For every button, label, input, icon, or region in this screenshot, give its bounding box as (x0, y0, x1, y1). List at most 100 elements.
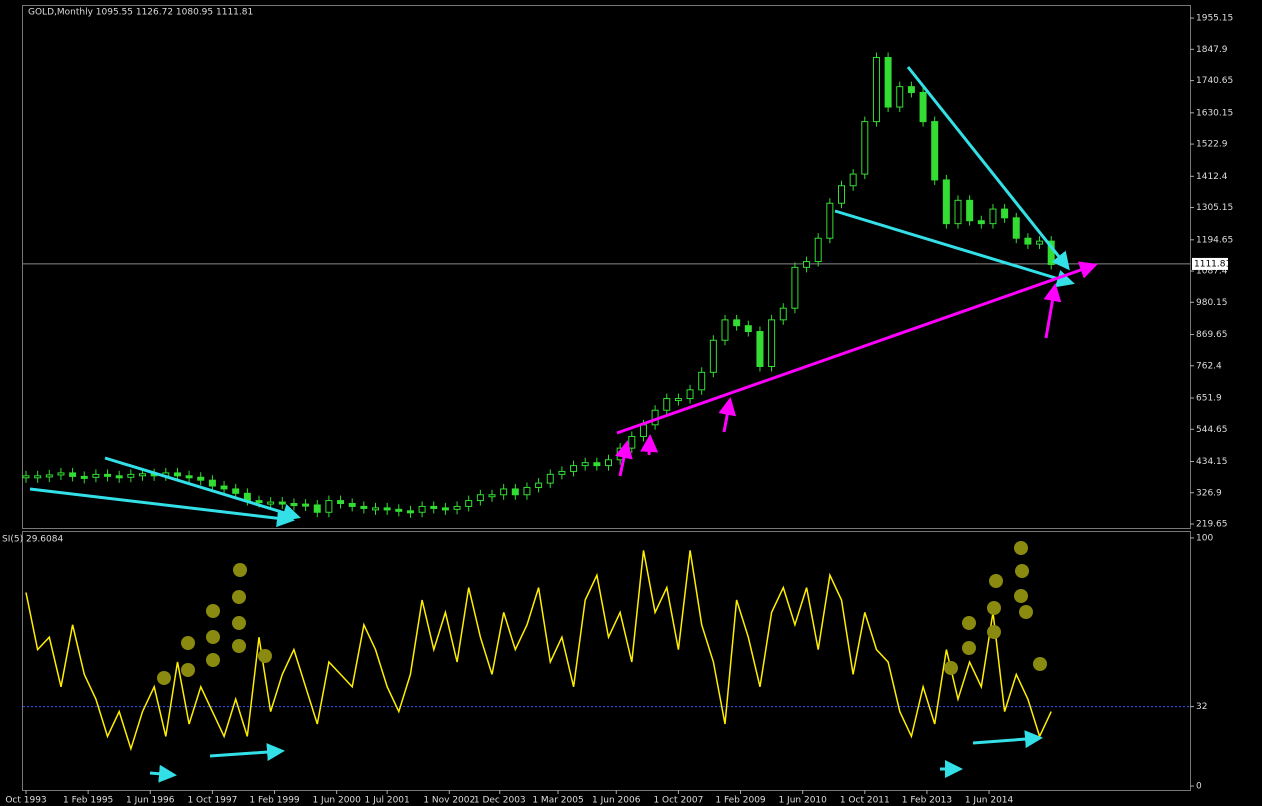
candle (34, 475, 42, 479)
y-tick-label: 1955.15 (1196, 14, 1233, 24)
dot (989, 574, 1003, 588)
y-tick-label: 1194.65 (1196, 235, 1233, 245)
candle (535, 482, 543, 488)
candle (849, 173, 857, 187)
y-tick-label: 651.9 (1196, 394, 1222, 404)
y-tick-label: 1412.4 (1196, 172, 1228, 182)
x-tick-label: 1 Feb 2013 (902, 796, 952, 806)
x-tick-label: 1 Mar 2005 (532, 796, 583, 806)
y-tick-label: 0 (1196, 782, 1202, 792)
candle (383, 507, 391, 511)
candle (931, 121, 939, 181)
candle (197, 476, 205, 481)
indicator-title: SI(5) 29.6084 (2, 535, 63, 545)
last-price-box (1192, 257, 1228, 270)
candle (639, 424, 647, 437)
candle (348, 503, 356, 507)
x-tick-label: 1 Jun 2000 (312, 796, 361, 806)
x-tick-label: 1 Jun 2014 (965, 796, 1014, 806)
trend-line (834, 209, 1075, 288)
dot (233, 563, 247, 577)
candle (733, 319, 741, 327)
dot (258, 649, 272, 663)
candle (465, 500, 473, 507)
candle (232, 488, 240, 494)
trend-line (906, 66, 1070, 271)
candle (838, 185, 845, 204)
candle (919, 91, 927, 123)
candle (605, 459, 612, 467)
dot (1015, 564, 1029, 578)
dot (157, 671, 171, 685)
candle (255, 500, 263, 504)
candle (1036, 240, 1044, 245)
y-tick-label: 1630.15 (1196, 108, 1233, 118)
candle (395, 508, 403, 512)
x-tick-label: 1 Feb 2009 (715, 796, 766, 806)
candle (208, 479, 216, 487)
candle (616, 447, 624, 461)
candle (593, 462, 601, 467)
candle (488, 494, 496, 498)
candle (115, 475, 123, 479)
y-tick-label: 100 (1196, 533, 1213, 543)
y-tick-label: 326.9 (1196, 488, 1222, 498)
candle (476, 494, 484, 502)
candle (709, 339, 717, 373)
candle (302, 503, 310, 507)
candle (441, 507, 449, 511)
dot (181, 636, 195, 650)
candle (278, 501, 286, 505)
dot (1033, 657, 1047, 671)
indicator-panel (22, 531, 1191, 791)
x-tick-label: 1 Jul 2001 (365, 796, 410, 806)
candle (744, 325, 752, 333)
divergence-arrow (149, 764, 177, 783)
arrow (1043, 283, 1062, 339)
price-panel (22, 5, 1191, 529)
x-tick-label: 1 Oct 2011 (840, 796, 890, 806)
candle (267, 501, 275, 505)
candle (372, 507, 379, 511)
candle (337, 500, 345, 505)
chart-title: GOLD,Monthly 1095.55 1126.72 1080.95 111… (28, 8, 253, 18)
x-tick-label: 1 Jun 2010 (778, 796, 827, 806)
candle (896, 86, 904, 108)
divergence-arrow (972, 730, 1043, 749)
candle (523, 486, 531, 496)
x-tick-label: 1 Dec 2003 (474, 796, 526, 806)
candle (942, 179, 950, 225)
x-tick-label: 1 Jun 1996 (126, 796, 175, 806)
candle (674, 398, 682, 402)
dot (232, 616, 246, 630)
candle (1012, 217, 1020, 239)
candle (104, 473, 112, 477)
y-tick-label: 219.65 (1196, 520, 1228, 530)
candle (977, 220, 985, 225)
candle (313, 504, 321, 513)
x-tick-label: 1 Nov 2002 (423, 796, 475, 806)
candle (418, 505, 426, 513)
candle (884, 56, 892, 108)
candle (185, 475, 193, 479)
candle (57, 472, 65, 476)
candle (756, 331, 764, 367)
dot (232, 639, 246, 653)
y-tick-label: 32 (1196, 702, 1207, 712)
y-tick-label: 434.15 (1196, 457, 1228, 467)
candle (954, 199, 962, 225)
candle (686, 389, 694, 400)
candle (80, 475, 88, 479)
y-tick-label: 1522.9 (1196, 140, 1228, 150)
dot (181, 663, 195, 677)
candle (581, 462, 589, 467)
candle (861, 121, 869, 175)
dot (206, 653, 220, 667)
candle (173, 472, 181, 477)
trend-line (104, 456, 301, 522)
dot (944, 661, 958, 675)
candle (546, 473, 554, 484)
candle (139, 473, 146, 477)
